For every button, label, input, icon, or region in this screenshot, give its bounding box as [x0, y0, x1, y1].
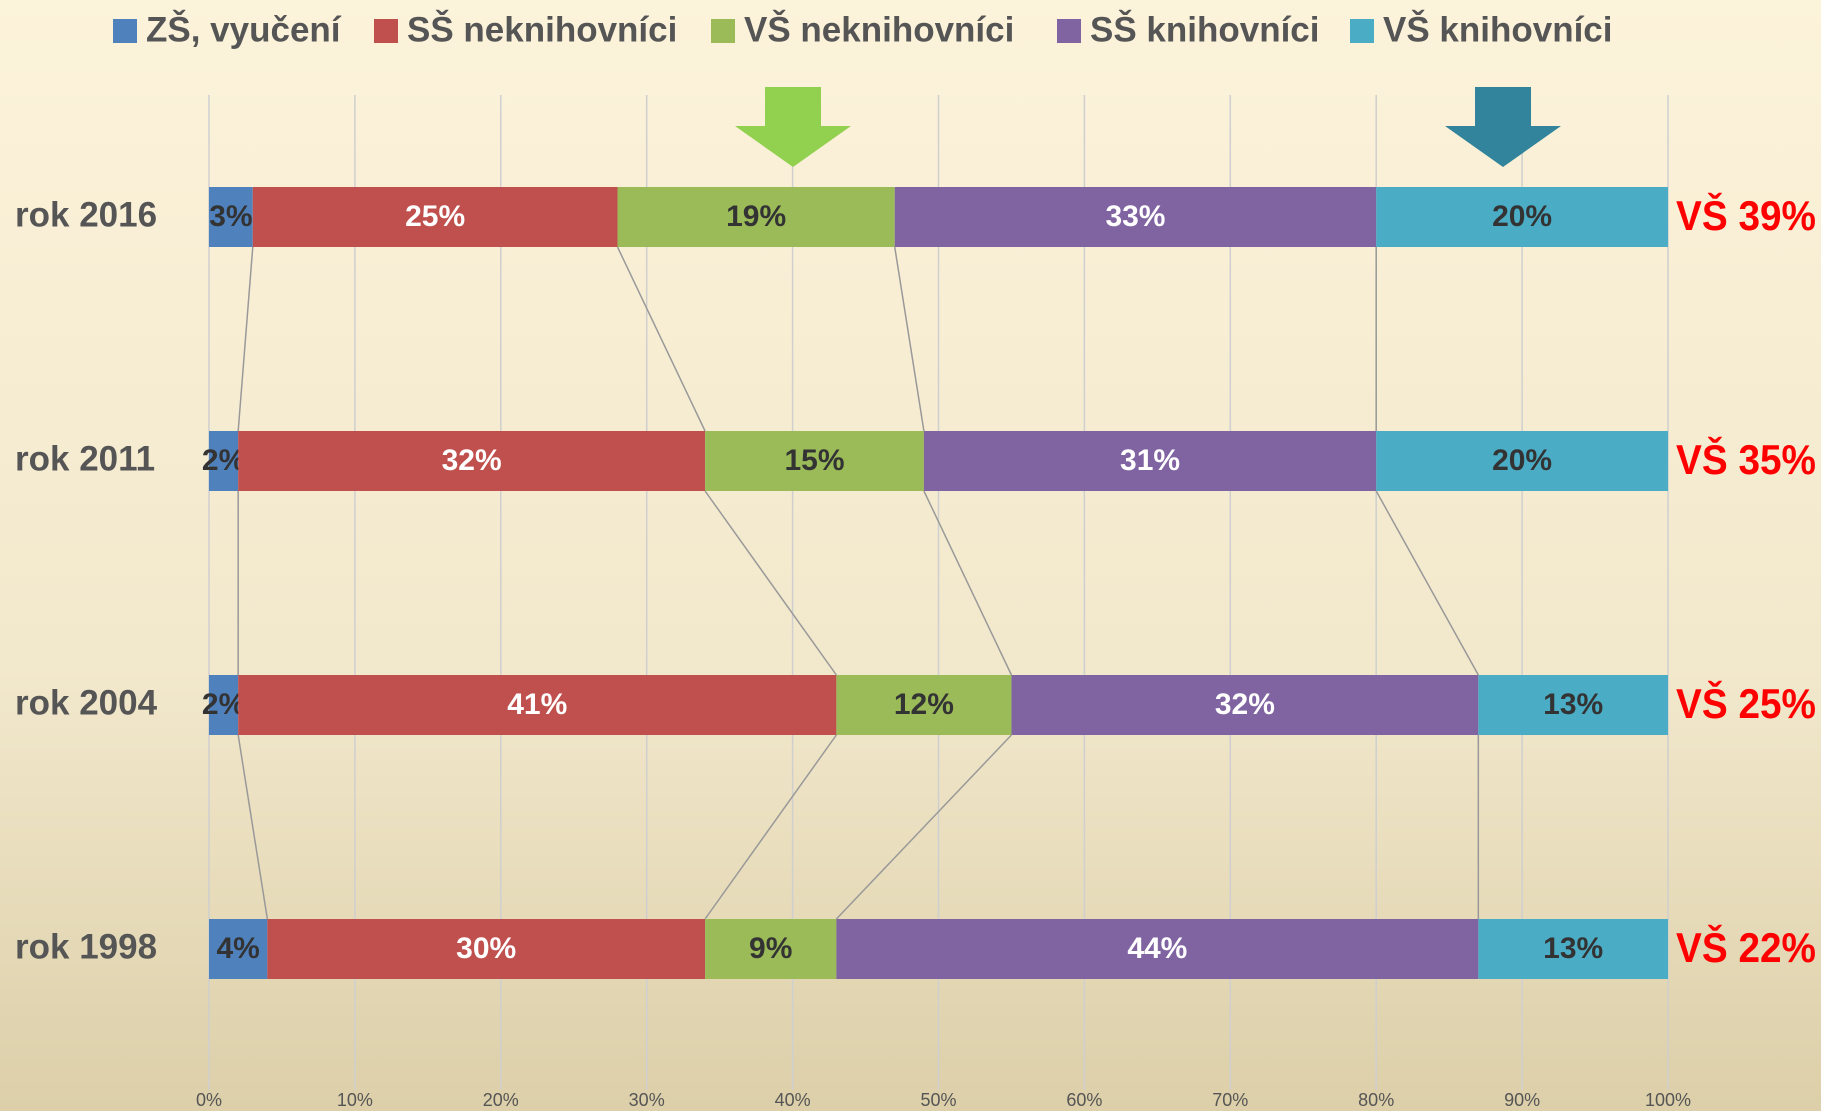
legend-label: VŠ neknihovníci	[744, 9, 1014, 49]
annotation: VŠ 22%	[1676, 923, 1816, 971]
bar-segment	[617, 187, 895, 247]
data-label: 2%	[202, 444, 245, 477]
category-label: rok 2011	[15, 439, 155, 478]
legend-swatch	[1057, 19, 1081, 43]
x-tick-label: 20%	[483, 1090, 519, 1110]
arrow-green	[735, 87, 851, 167]
connector-line	[237, 246, 254, 432]
legend-swatch	[374, 19, 398, 43]
annotation: VŠ 25%	[1676, 679, 1816, 727]
data-label: 3%	[209, 200, 252, 233]
legend-label: SŠ knihovníci	[1090, 9, 1320, 49]
connector-line	[923, 490, 1013, 676]
x-tick-label: 40%	[775, 1090, 811, 1110]
x-tick-label: 30%	[629, 1090, 665, 1110]
x-tick-label: 70%	[1212, 1090, 1248, 1110]
bar-segment	[1011, 675, 1479, 735]
bar-segment	[705, 431, 924, 491]
x-tick-label: 100%	[1645, 1090, 1691, 1110]
bar-segment	[894, 187, 1377, 247]
data-label: 13%	[1543, 932, 1603, 965]
bar-segment	[923, 431, 1377, 491]
data-label: 13%	[1543, 688, 1603, 721]
bar-segment	[238, 675, 837, 735]
x-tick-label: 60%	[1066, 1090, 1102, 1110]
connector-line	[704, 734, 837, 920]
data-label: 31%	[1120, 444, 1180, 477]
connector-line	[835, 734, 1012, 920]
legend-swatch	[711, 19, 735, 43]
legend-label: VŠ knihovníci	[1383, 9, 1613, 49]
data-label: 44%	[1127, 932, 1187, 965]
category-label: rok 2004	[15, 683, 158, 722]
data-label: 19%	[726, 200, 786, 233]
bar-segment	[1376, 187, 1668, 247]
connector-line	[237, 734, 269, 920]
bar-segment	[252, 187, 618, 247]
bar-segment	[209, 187, 253, 247]
x-tick-label: 50%	[920, 1090, 956, 1110]
category-label: rok 1998	[15, 927, 157, 966]
category-label: rok 2016	[15, 195, 157, 234]
legend-label: ZŠ, vyučení	[146, 9, 342, 49]
bar-segment	[1478, 919, 1668, 979]
bar-segment	[1478, 675, 1668, 735]
bar-segment	[836, 675, 1012, 735]
bar-segment	[1376, 431, 1668, 491]
connector-line	[616, 246, 706, 432]
data-label: 41%	[507, 688, 567, 721]
data-label: 9%	[749, 932, 792, 965]
data-label: 20%	[1492, 200, 1552, 233]
data-label: 32%	[1215, 688, 1275, 721]
data-label: 33%	[1105, 200, 1165, 233]
bar-segment	[209, 675, 239, 735]
data-label: 20%	[1492, 444, 1552, 477]
bar-segment	[705, 919, 837, 979]
data-label: 2%	[202, 688, 245, 721]
data-label: 25%	[405, 200, 465, 233]
x-tick-label: 90%	[1504, 1090, 1540, 1110]
legend-swatch	[113, 19, 137, 43]
bar-segment	[209, 431, 239, 491]
x-tick-label: 0%	[196, 1090, 222, 1110]
bar-segment	[836, 919, 1479, 979]
annotation: VŠ 39%	[1676, 191, 1816, 239]
connector-line	[1375, 490, 1479, 676]
bar-segment	[267, 919, 706, 979]
annotation: VŠ 35%	[1676, 435, 1816, 483]
connector-line	[893, 246, 925, 432]
data-label: 32%	[442, 444, 502, 477]
data-label: 12%	[894, 688, 954, 721]
legend-label: SŠ neknihovníci	[407, 9, 677, 49]
x-tick-label: 10%	[337, 1090, 373, 1110]
data-label: 4%	[217, 932, 260, 965]
data-label: 15%	[784, 444, 844, 477]
connector-line	[704, 490, 837, 676]
x-tick-label: 80%	[1358, 1090, 1394, 1110]
arrow-teal	[1445, 87, 1561, 167]
legend-swatch	[1350, 19, 1374, 43]
bar-segment	[209, 919, 268, 979]
data-label: 30%	[456, 932, 516, 965]
bar-segment	[238, 431, 706, 491]
